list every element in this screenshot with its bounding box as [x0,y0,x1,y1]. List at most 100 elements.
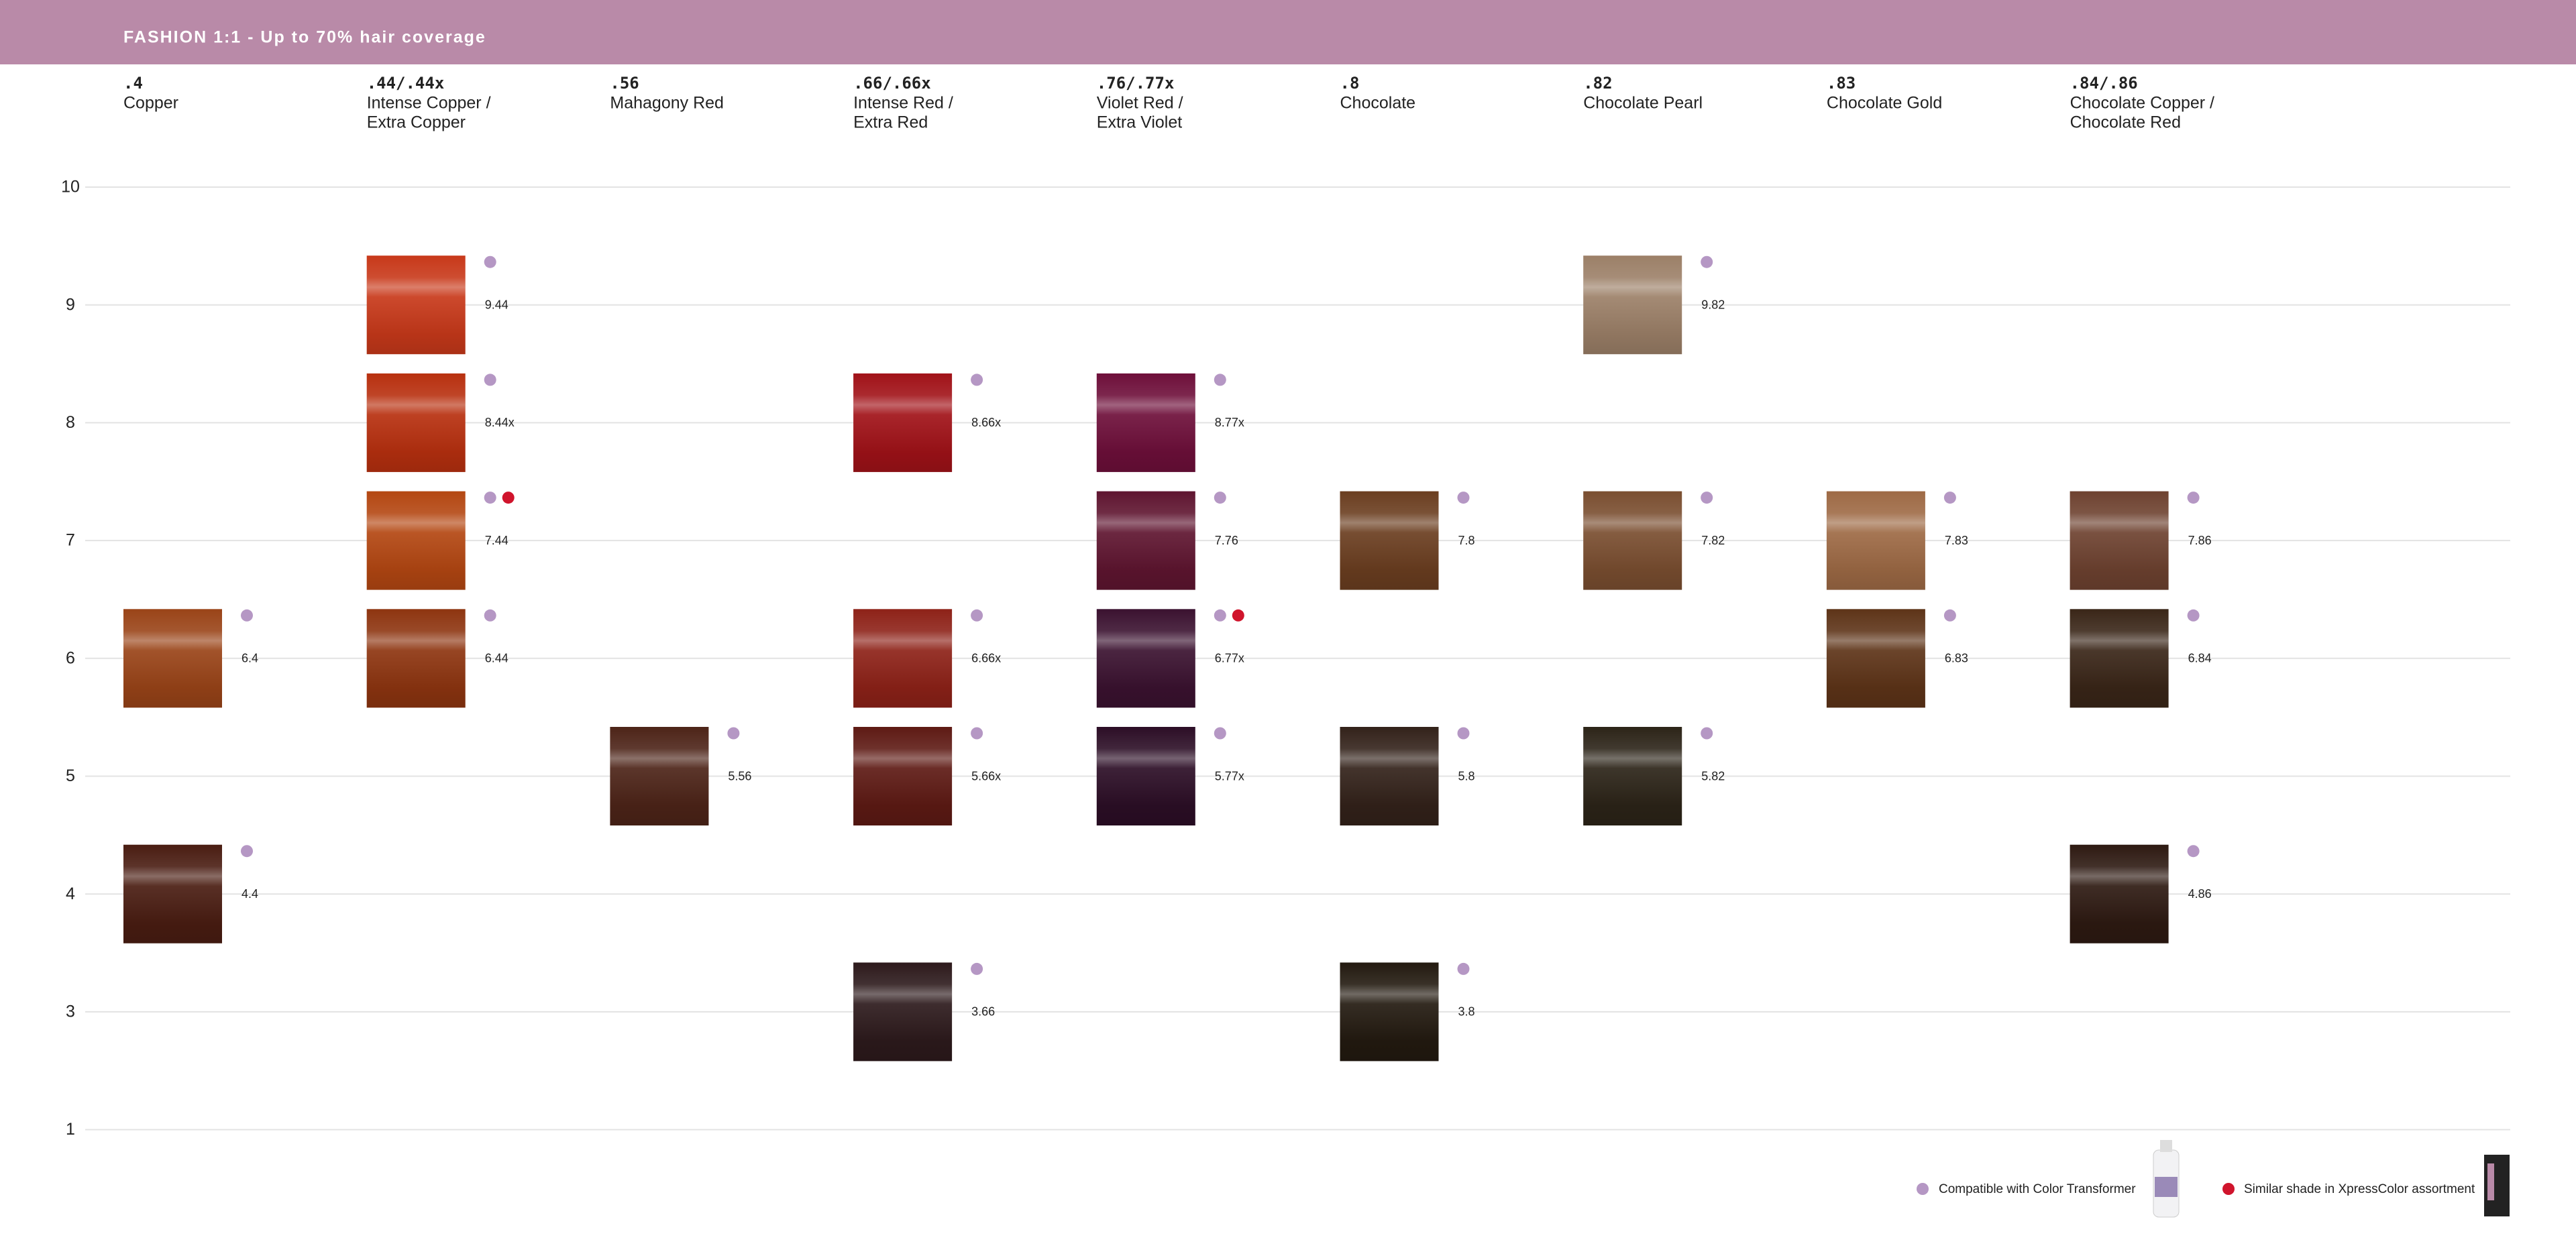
shade-label: 7.86 [2188,534,2212,547]
shade-label: 3.8 [1458,1005,1475,1019]
swatch-sheen [610,727,709,825]
shade-label: 7.8 [1458,534,1475,547]
compatible-dot [241,845,253,858]
level-label: 4 [66,884,75,903]
similar-dot [502,492,515,504]
shade-label: 6.83 [1945,652,1968,665]
column-name: Chocolate Red [2070,113,2181,132]
level-label: 8 [66,413,75,432]
compatible-dot [484,609,496,622]
swatch-sheen [1096,373,1195,472]
shade-label: 7.44 [485,534,508,547]
column-code: .8 [1340,74,1360,93]
column-code: .84/.86 [2070,74,2138,93]
level-label: 1 [66,1120,75,1139]
column-name: Chocolate [1340,94,1416,113]
compatible-dot [1943,492,1956,504]
shade-label: 5.77x [1215,769,1244,783]
swatch-sheen [1583,491,1682,590]
column-name: Extra Violet [1097,113,1182,132]
swatch-sheen [366,373,466,472]
level-label: 9 [66,295,75,314]
column-name: Extra Copper [367,113,466,132]
column-name: Chocolate Pearl [1583,94,1703,113]
compatible-dot [971,727,983,740]
compatible-dot [1701,255,1713,268]
legend: Compatible with Color Transformer Simila… [1917,1140,2510,1218]
shade-label: 8.44x [485,416,515,429]
column-name: Extra Red [853,113,928,132]
bottle-icon [2153,1140,2180,1218]
shade-label: 8.77x [1215,416,1244,429]
legend-text: Compatible with Color Transformer [1939,1182,2136,1196]
similar-dot [1232,609,1244,622]
shade-label: 7.76 [1215,534,1238,547]
column-name: Intense Red / [853,94,953,113]
legend-dot [2222,1183,2235,1195]
column-code: .76/.77x [1097,74,1175,93]
shade-label: 6.77x [1215,652,1244,665]
shade-label: 5.82 [1701,769,1725,783]
swatch-sheen [1340,962,1439,1062]
swatch-sheen [1340,727,1439,825]
level-label: 7 [66,531,75,550]
swatch-sheen [366,609,466,708]
shade-label: 7.83 [1945,534,1968,547]
level-label: 10 [61,178,80,196]
level-label: 3 [66,1003,75,1021]
column-name: Chocolate Gold [1827,94,1942,113]
shade-label: 6.84 [2188,652,2212,665]
shade-label: 6.66x [971,652,1001,665]
swatch-sheen [1096,609,1195,708]
shade-label: 5.8 [1458,769,1475,783]
swatch-sheen [853,609,953,708]
column-name: Copper [123,94,178,113]
shade-label: 7.82 [1701,534,1725,547]
shade-label: 8.66x [971,416,1001,429]
level-label: 5 [66,766,75,785]
compatible-dot [1701,492,1713,504]
compatible-dot [484,374,496,386]
column-code: .56 [610,74,639,93]
column-code: .4 [123,74,143,93]
compatible-dot [1214,609,1226,622]
compatible-dot [1214,727,1226,740]
swatch-sheen [1096,491,1195,590]
compatible-dot [1457,727,1470,740]
column-name: Intense Copper / [367,94,491,113]
header-bar [0,0,2576,64]
shade-label: 4.86 [2188,887,2212,901]
shade-label: 3.66 [971,1005,995,1019]
column-name: Mahagony Red [610,94,724,113]
swatch-sheen [366,255,466,355]
swatch-sheen [1583,255,1682,355]
shade-label: 5.56 [728,769,751,783]
level-label: 6 [66,648,75,667]
legend-dot [1917,1183,1929,1195]
compatible-dot [2187,845,2200,858]
compatible-dot [484,255,496,268]
column-name: Chocolate Copper / [2070,94,2214,113]
shade-label: 9.44 [485,298,508,311]
swatch-sheen [1583,727,1682,825]
column-code: .44/.44x [367,74,445,93]
compatible-dot [971,374,983,386]
compatible-dot [727,727,740,740]
swatch-sheen [123,844,222,943]
swatch-sheen [366,491,466,590]
shade-label: 9.82 [1701,298,1725,311]
compatible-dot [1214,374,1226,386]
column-name: Violet Red / [1097,94,1183,113]
compatible-dot [1943,609,1956,622]
swatch-sheen [1826,491,1925,590]
shade-label: 5.66x [971,769,1001,783]
swatch-sheen [1096,727,1195,825]
swatch-sheen [853,373,953,472]
compatible-dot [971,609,983,622]
column-code: .83 [1827,74,1856,93]
compatible-dot [1701,727,1713,740]
compatible-dot [2187,492,2200,504]
compatible-dot [2187,609,2200,622]
column-code: .82 [1583,74,1612,93]
swatch-sheen [1340,491,1439,590]
